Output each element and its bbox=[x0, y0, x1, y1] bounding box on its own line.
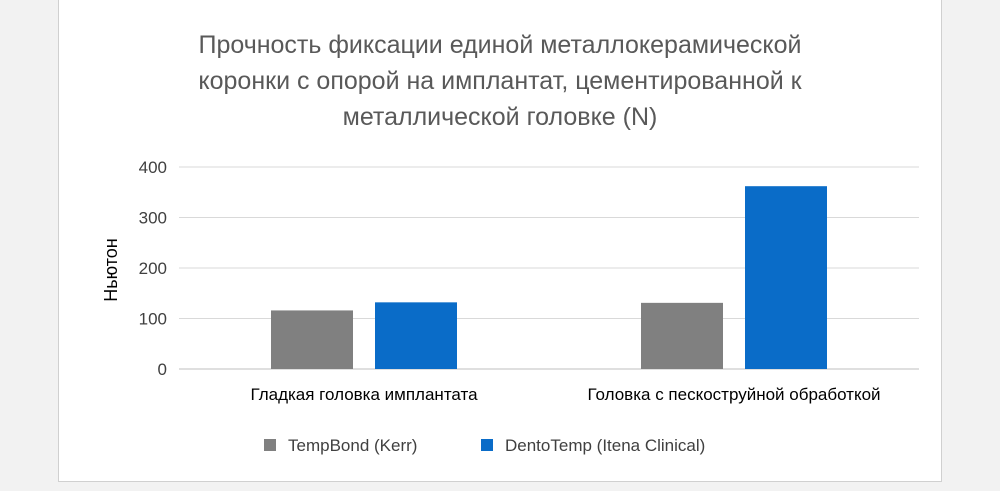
y-tick-label: 400 bbox=[139, 158, 167, 177]
y-axis-title: Ньютон bbox=[101, 238, 121, 301]
chart-title-line-1: Прочность фиксации единой металлокерамич… bbox=[198, 31, 801, 59]
legend-swatch bbox=[481, 439, 493, 451]
legend-swatch bbox=[264, 439, 276, 451]
y-tick-label: 200 bbox=[139, 259, 167, 278]
bars bbox=[271, 186, 827, 369]
y-tick-label: 100 bbox=[139, 310, 167, 329]
chart-title-line-3: металлической головке (N) bbox=[343, 103, 658, 131]
legend: TempBond (Kerr) DentoTemp (Itena Clinical… bbox=[264, 436, 705, 455]
legend-label: DentoTemp (Itena Clinical) bbox=[505, 436, 705, 455]
bar-dentotemp-2 bbox=[745, 186, 827, 369]
category-label: Головка с пескоструйной обработкой bbox=[587, 385, 880, 404]
category-labels: Гладкая головка имплантата Головка с песк… bbox=[250, 385, 880, 404]
bar-chart: Прочность фиксации единой металлокерамич… bbox=[101, 31, 919, 455]
chart-frame: Прочность фиксации единой металлокерамич… bbox=[58, 0, 942, 482]
bar-tempbond-1 bbox=[271, 310, 353, 369]
y-axis-ticks: 0 100 200 300 400 bbox=[139, 158, 167, 379]
legend-label: TempBond (Kerr) bbox=[288, 436, 417, 455]
chart-title-line-2: коронки с опорой на имплантат, цементиро… bbox=[198, 67, 802, 95]
bar-dentotemp-1 bbox=[375, 302, 457, 369]
chart-title: Прочность фиксации единой металлокерамич… bbox=[198, 31, 802, 131]
y-tick-label: 300 bbox=[139, 209, 167, 228]
category-label: Гладкая головка имплантата bbox=[250, 385, 478, 404]
y-tick-label: 0 bbox=[158, 360, 167, 379]
bar-tempbond-2 bbox=[641, 302, 723, 369]
